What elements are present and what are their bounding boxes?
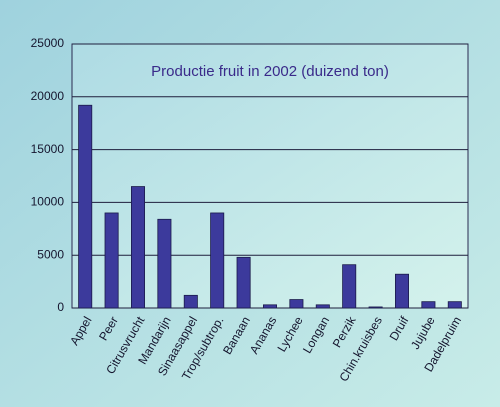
bar: [447, 301, 462, 309]
bar: [368, 306, 383, 309]
bar: [315, 304, 330, 309]
chart-title: Productie fruit in 2002 (duizend ton): [151, 63, 389, 80]
y-tick-label: 5000: [37, 247, 64, 261]
bar: [130, 186, 145, 309]
bar: [394, 273, 409, 309]
y-tick-label: 10000: [31, 195, 65, 209]
bar: [421, 301, 436, 309]
y-tick-label: 0: [57, 300, 64, 314]
y-tick-label: 15000: [31, 142, 65, 156]
bar: [210, 212, 225, 309]
bar: [78, 104, 93, 309]
bar: [157, 218, 172, 309]
bar: [104, 212, 119, 309]
y-tick-label: 25000: [31, 36, 65, 50]
bar: [289, 299, 304, 309]
bar: [342, 264, 357, 309]
bar: [183, 294, 198, 309]
y-tick-label: 20000: [31, 89, 65, 103]
bar: [262, 304, 277, 309]
bar: [236, 256, 251, 309]
